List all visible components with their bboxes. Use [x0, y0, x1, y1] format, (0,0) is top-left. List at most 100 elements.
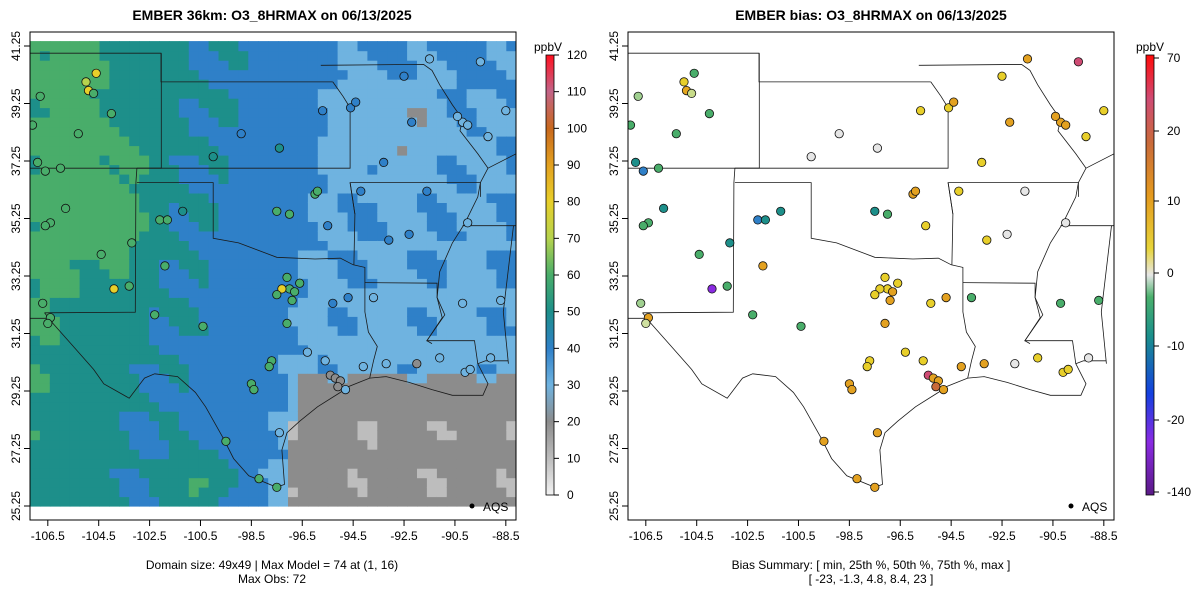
- bias-site-marker: [979, 359, 989, 369]
- aqs-site-marker: [340, 384, 351, 395]
- right-y-tick-label: 35.25: [607, 203, 621, 233]
- bias-site-marker: [870, 206, 880, 216]
- state-border-line: [642, 168, 736, 314]
- right-y-tick-label: 33.25: [607, 261, 621, 291]
- bias-site-marker: [1010, 359, 1020, 369]
- bias-site-marker: [875, 284, 885, 294]
- right-y-tick-label: 39.25: [607, 88, 621, 118]
- bias-sites: [628, 54, 1109, 492]
- state-border-line: [44, 312, 509, 488]
- aqs-site-marker: [43, 318, 53, 328]
- right-x-tick-label: -98.5: [836, 529, 864, 543]
- aqs-site-marker: [274, 143, 284, 153]
- aqs-site-marker: [30, 120, 38, 130]
- aqs-site-marker: [32, 157, 43, 167]
- bias-site-marker: [1005, 117, 1015, 127]
- bias-site-marker: [956, 361, 966, 372]
- left-y-tick-label: 41.25: [9, 31, 23, 61]
- aqs-site-marker: [160, 261, 170, 271]
- bias-site-marker: [1061, 218, 1071, 228]
- right-x-tick-label: -100.5: [781, 529, 815, 543]
- aqs-site-marker: [106, 109, 117, 119]
- aqs-site-marker: [38, 298, 48, 308]
- left-x-axis: -106.5 -104.5 -102.5 -100.5 -98.5 -96.5 -94.5 -…: [31, 520, 520, 543]
- left-y-tick-label: 25.25: [9, 491, 23, 521]
- left-colorbar-tick-label: 30: [567, 378, 581, 392]
- aqs-site-marker: [312, 186, 323, 196]
- bias-site-marker: [918, 356, 928, 366]
- aqs-site-marker: [384, 235, 394, 245]
- state-border-line: [628, 52, 931, 83]
- state-border-line: [962, 282, 1077, 364]
- aqs-site-marker: [343, 292, 353, 303]
- bias-site-marker: [1056, 298, 1066, 308]
- left-colorbar-tick-label: 20: [567, 415, 581, 429]
- aqs-site-marker: [272, 206, 282, 216]
- bias-site-marker: [926, 298, 936, 308]
- state-border-line: [947, 182, 954, 265]
- left-colorbar-tick-label: 40: [567, 341, 581, 355]
- aqs-site-marker: [274, 428, 284, 438]
- aqs-site-marker: [284, 209, 295, 219]
- aqs-site-marker: [407, 117, 417, 127]
- bias-site-marker: [758, 261, 768, 271]
- bias-site-marker: [704, 109, 715, 119]
- aqs-site-marker: [272, 482, 282, 492]
- aqs-site-marker: [501, 106, 511, 116]
- aqs-site-marker: [89, 88, 99, 99]
- aqs-site-marker: [496, 295, 506, 305]
- bias-site-marker: [819, 436, 829, 446]
- bias-site-marker: [694, 249, 704, 259]
- bias-site-marker: [977, 157, 987, 167]
- aqs-site-marker: [452, 111, 463, 122]
- state-border-line: [349, 182, 356, 265]
- aqs-site-marker: [155, 215, 165, 225]
- right-colorbar-tick-label: -10: [1167, 339, 1185, 353]
- aqs-site-marker: [198, 321, 208, 331]
- aqs-site-marker: [345, 103, 356, 113]
- bias-site-marker: [689, 68, 699, 78]
- aqs-site-marker: [109, 284, 119, 294]
- bias-site-marker: [679, 77, 689, 87]
- bias-site-marker: [982, 235, 992, 245]
- aqs-site-marker: [422, 186, 432, 196]
- bias-site-marker: [1033, 353, 1043, 363]
- aqs-site-marker: [208, 152, 218, 162]
- right-y-tick-label: 27.25: [607, 433, 621, 463]
- left-x-tick-label: -90.5: [441, 529, 469, 543]
- bias-site-marker: [636, 298, 646, 308]
- bias-site-marker: [638, 166, 648, 176]
- bias-site-marker: [885, 295, 895, 305]
- left-x-tick-label: -94.5: [339, 529, 367, 543]
- state-border-line: [30, 52, 333, 83]
- bias-site-marker: [1050, 111, 1061, 122]
- left-legend: AQS: [469, 500, 508, 514]
- aqs-site-marker: [475, 57, 485, 67]
- aqs-site-marker: [73, 129, 83, 139]
- right-colorbar-tick-label: -140: [1167, 485, 1191, 499]
- left-x-tick-label: -100.5: [183, 529, 217, 543]
- aqs-site-marker: [55, 163, 66, 173]
- right-x-tick-label: -104.5: [680, 529, 714, 543]
- left-x-tick-label: -102.5: [133, 529, 167, 543]
- state-border-line: [734, 182, 976, 379]
- bias-site-marker: [653, 163, 664, 173]
- aqs-legend-marker: [469, 503, 475, 509]
- right-map: [628, 32, 1114, 520]
- aqs-site-marker: [424, 54, 435, 64]
- bias-site-marker: [921, 221, 931, 231]
- bias-site-marker: [686, 88, 697, 99]
- bias-site-marker: [1002, 229, 1012, 239]
- bias-site-marker: [760, 215, 771, 225]
- aqs-site-marker: [35, 91, 45, 101]
- left-legend-label: AQS: [483, 500, 508, 514]
- state-border-line: [1100, 225, 1112, 364]
- bias-site-marker: [862, 361, 872, 372]
- left-colorbar-unit: ppbV: [534, 40, 562, 54]
- state-border-line: [320, 63, 489, 344]
- bias-site-marker: [753, 215, 763, 225]
- bias-site-marker: [870, 482, 880, 492]
- left-y-tick-label: 39.25: [9, 88, 23, 118]
- aqs-site-marker: [412, 359, 422, 369]
- left-panel: EMBER 36km: O3_8HRMAX on 06/13/2025 -106…: [9, 7, 587, 586]
